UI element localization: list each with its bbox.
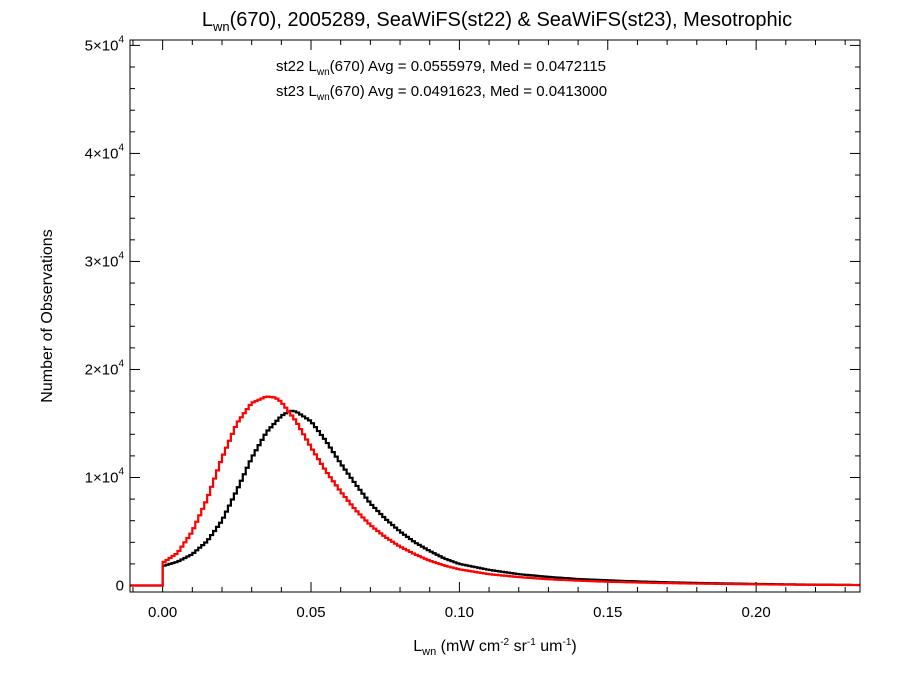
x-tick-label: 0.00 [148, 604, 177, 621]
plot-frame [129, 39, 861, 593]
x-tick-label: 0.10 [445, 604, 474, 621]
y-tick-label: 0 [116, 578, 124, 595]
data-series [130, 395, 860, 587]
y-tick-label: 1×104 [85, 466, 125, 486]
annotation-st22: st22 Lwn(670) Avg = 0.0555979, Med = 0.0… [276, 58, 606, 78]
x-tick-label: 0.15 [593, 604, 622, 621]
y-axis-label: Number of Observations [39, 229, 56, 402]
annotation-st23: st23 Lwn(670) Avg = 0.0491623, Med = 0.0… [276, 83, 607, 103]
y-tick-label: 5×104 [85, 34, 125, 54]
y-tick-label: 4×104 [85, 142, 125, 162]
x-axis-label: Lwn (mW cm-2 sr-1 um-1) [413, 637, 576, 658]
x-tick-label: 0.20 [742, 604, 771, 621]
x-tick-label: 0.05 [296, 604, 325, 621]
y-tick-label: 3×104 [85, 250, 125, 270]
y-tick-label: 2×104 [85, 358, 125, 378]
chart-title: Lwn(670), 2005289, SeaWiFS(st22) & SeaWi… [202, 9, 792, 34]
series-st23-line [130, 395, 860, 587]
